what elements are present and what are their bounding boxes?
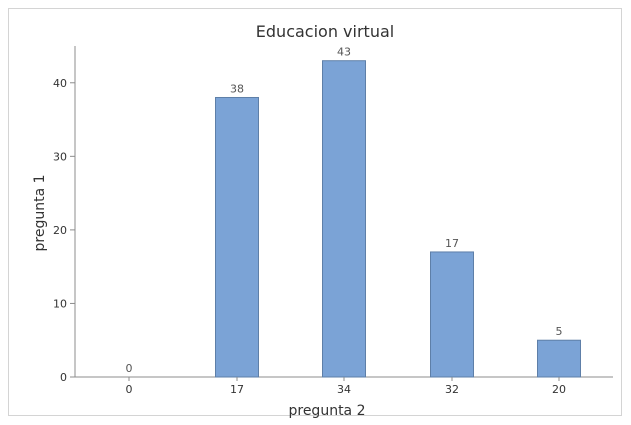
bar-20 <box>537 339 581 378</box>
bar-32 <box>430 251 474 378</box>
y-tick-label: 30 <box>53 150 67 163</box>
data-label-17: 38 <box>230 82 244 95</box>
plot-area: 0 10 20 30 40 0 38 43 17 5 0 17 34 32 20 <box>53 46 613 396</box>
data-label-0: 0 <box>126 362 133 375</box>
y-tick-label: 40 <box>53 77 67 90</box>
x-tick-label: 20 <box>552 383 566 396</box>
y-axis-title: pregunta 1 <box>32 174 48 251</box>
y-tick-label: 0 <box>60 371 67 384</box>
x-axis-title: pregunta 2 <box>288 403 365 419</box>
data-label-20: 5 <box>556 325 563 338</box>
bar-17 <box>215 96 259 378</box>
y-tick-label: 10 <box>53 297 67 310</box>
y-axis-ticks: 0 10 20 30 40 <box>53 77 75 384</box>
bar-34 <box>322 60 366 378</box>
y-tick-label: 20 <box>53 224 67 237</box>
data-label-34: 43 <box>337 46 351 59</box>
x-axis-ticks: 0 17 34 32 20 <box>126 377 566 396</box>
data-label-32: 17 <box>445 237 459 250</box>
chart-title: Educacion virtual <box>256 22 394 41</box>
x-tick-label: 32 <box>445 383 459 396</box>
bars: 0 38 43 17 5 <box>126 46 581 378</box>
chart-frame <box>8 8 622 416</box>
x-tick-label: 0 <box>126 383 133 396</box>
x-tick-label: 34 <box>337 383 351 396</box>
x-tick-label: 17 <box>230 383 244 396</box>
